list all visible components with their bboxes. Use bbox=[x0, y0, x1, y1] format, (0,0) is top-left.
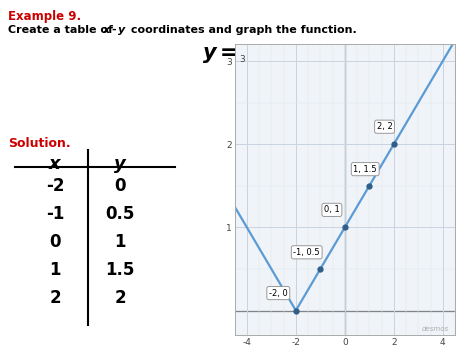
Text: Solution.: Solution. bbox=[8, 137, 71, 150]
Text: 0.5: 0.5 bbox=[105, 205, 135, 223]
Text: 2: 2 bbox=[114, 289, 126, 307]
Text: -2, 0: -2, 0 bbox=[269, 289, 288, 297]
Text: 1.5: 1.5 bbox=[105, 261, 135, 279]
Text: $\boldsymbol{|}$: $\boldsymbol{|}$ bbox=[318, 45, 325, 70]
Text: 1: 1 bbox=[114, 233, 126, 251]
Text: 1: 1 bbox=[49, 261, 61, 279]
Text: Create a table of: Create a table of bbox=[8, 25, 117, 35]
Text: 2: 2 bbox=[49, 289, 61, 307]
Text: $\boldsymbol{y =}$: $\boldsymbol{y =}$ bbox=[202, 45, 237, 65]
Text: desmos: desmos bbox=[421, 326, 448, 332]
Text: -1: -1 bbox=[46, 205, 64, 223]
Text: 0, 1: 0, 1 bbox=[324, 206, 340, 214]
Text: 1, 1.5: 1, 1.5 bbox=[354, 165, 377, 174]
Text: 3: 3 bbox=[239, 55, 245, 64]
Text: 2, 2: 2, 2 bbox=[377, 122, 392, 131]
Text: $\boldsymbol{0.5x + 1}$: $\boldsymbol{0.5x + 1}$ bbox=[247, 45, 338, 65]
Text: $\boldsymbol{|}$: $\boldsymbol{|}$ bbox=[240, 45, 247, 70]
Text: -1, 0.5: -1, 0.5 bbox=[293, 248, 320, 257]
Text: y: y bbox=[118, 25, 125, 35]
Text: y: y bbox=[114, 155, 126, 173]
Text: x: x bbox=[49, 155, 61, 173]
Text: 0: 0 bbox=[49, 233, 61, 251]
Text: -: - bbox=[111, 25, 116, 35]
Text: Example 9.: Example 9. bbox=[8, 10, 81, 23]
Text: coordinates and graph the function.: coordinates and graph the function. bbox=[127, 25, 357, 35]
Text: x: x bbox=[102, 25, 109, 35]
Text: 0: 0 bbox=[114, 177, 126, 195]
Text: -2: -2 bbox=[46, 177, 64, 195]
